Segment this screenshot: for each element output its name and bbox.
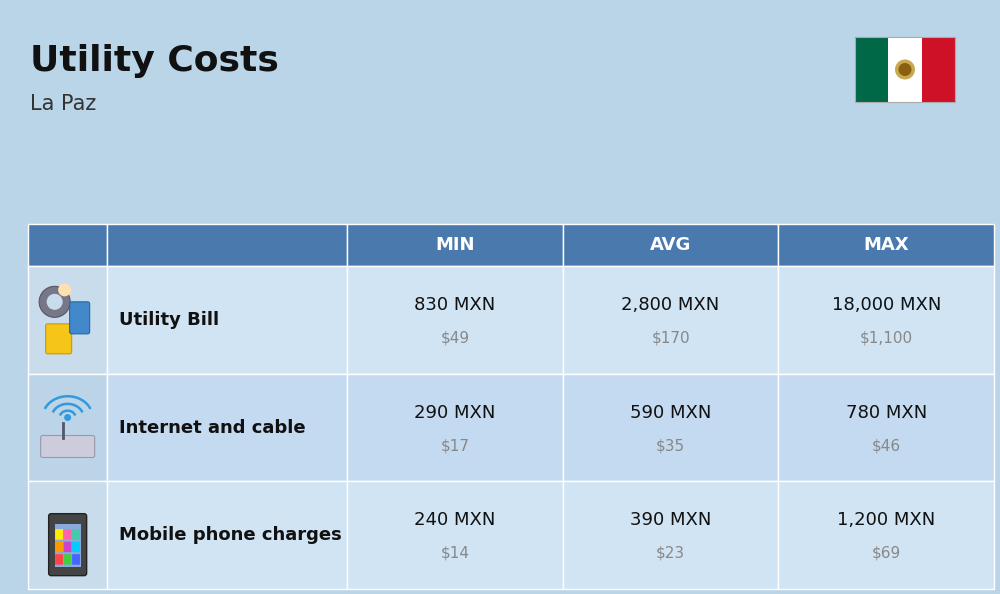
Bar [107, 481, 347, 589]
Bar [778, 266, 994, 374]
Text: Internet and cable: Internet and cable [119, 419, 306, 437]
Bar [855, 37, 888, 102]
FancyBboxPatch shape [64, 554, 71, 565]
Bar [563, 224, 778, 266]
Text: $14: $14 [440, 546, 469, 561]
Circle shape [39, 286, 70, 317]
Bar [347, 224, 563, 266]
Text: 830 MXN: 830 MXN [414, 296, 496, 314]
Bar [28, 374, 107, 481]
Text: Utility Bill: Utility Bill [119, 311, 219, 329]
Text: $17: $17 [440, 438, 469, 453]
Bar [922, 37, 955, 102]
Text: 1,200 MXN: 1,200 MXN [837, 511, 935, 529]
Circle shape [899, 63, 912, 76]
Bar [28, 224, 107, 266]
Bar [107, 374, 347, 481]
FancyBboxPatch shape [49, 514, 87, 576]
Bar [28, 266, 107, 374]
Text: 18,000 MXN: 18,000 MXN [832, 296, 941, 314]
Bar [855, 37, 955, 102]
Text: $35: $35 [656, 438, 685, 453]
FancyBboxPatch shape [55, 542, 63, 552]
Text: AVG: AVG [650, 236, 691, 254]
Circle shape [64, 414, 71, 421]
Bar [347, 481, 563, 589]
Text: 390 MXN: 390 MXN [630, 511, 711, 529]
Bar [563, 374, 778, 481]
Text: 290 MXN: 290 MXN [414, 403, 496, 422]
Text: $46: $46 [872, 438, 901, 453]
FancyBboxPatch shape [72, 542, 80, 552]
FancyBboxPatch shape [64, 529, 71, 540]
Text: 2,800 MXN: 2,800 MXN [621, 296, 720, 314]
Bar [778, 374, 994, 481]
FancyBboxPatch shape [55, 529, 63, 540]
Circle shape [895, 59, 915, 80]
Bar [563, 266, 778, 374]
Bar [55, 524, 81, 567]
Circle shape [58, 283, 71, 296]
Bar [888, 37, 922, 102]
Text: MIN: MIN [435, 236, 475, 254]
Text: Utility Costs: Utility Costs [30, 44, 279, 78]
Bar [563, 481, 778, 589]
FancyBboxPatch shape [72, 529, 80, 540]
FancyBboxPatch shape [70, 302, 90, 334]
Bar [107, 224, 347, 266]
FancyBboxPatch shape [72, 554, 80, 565]
Bar [107, 266, 347, 374]
Bar [778, 224, 994, 266]
FancyBboxPatch shape [64, 542, 71, 552]
FancyBboxPatch shape [55, 554, 63, 565]
Text: $170: $170 [651, 330, 690, 345]
Text: $69: $69 [872, 546, 901, 561]
FancyBboxPatch shape [41, 435, 95, 457]
Text: $49: $49 [440, 330, 469, 345]
Text: 780 MXN: 780 MXN [846, 403, 927, 422]
Bar [28, 481, 107, 589]
Text: MAX: MAX [863, 236, 909, 254]
Bar [347, 266, 563, 374]
Text: Mobile phone charges: Mobile phone charges [119, 526, 342, 544]
FancyBboxPatch shape [46, 324, 72, 354]
Text: La Paz: La Paz [30, 94, 96, 114]
Text: 590 MXN: 590 MXN [630, 403, 711, 422]
Text: $1,100: $1,100 [860, 330, 913, 345]
Text: $23: $23 [656, 546, 685, 561]
Text: 240 MXN: 240 MXN [414, 511, 496, 529]
Circle shape [47, 294, 63, 310]
Bar [778, 481, 994, 589]
Bar [347, 374, 563, 481]
